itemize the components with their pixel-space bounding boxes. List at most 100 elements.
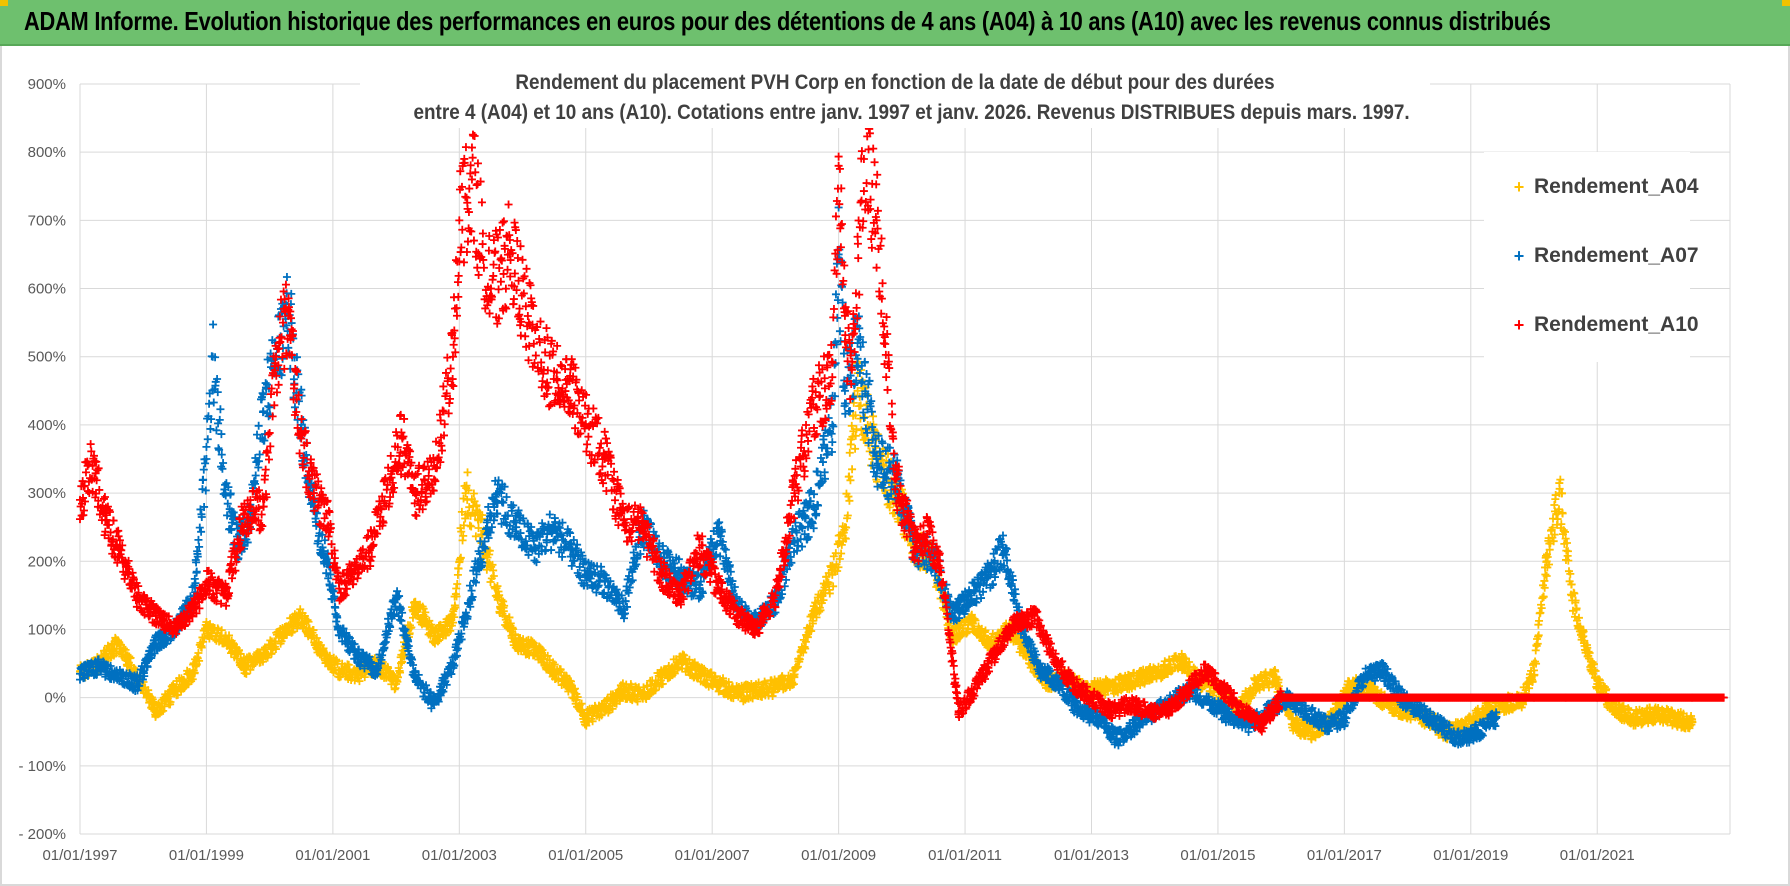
- data-point: [834, 563, 843, 572]
- banner-title: ADAM Informe. Evolution historique des p…: [24, 6, 1551, 36]
- data-point: [711, 672, 720, 681]
- data-point: [825, 589, 834, 598]
- data-point: [266, 636, 275, 645]
- data-point: [453, 579, 462, 588]
- data-point: [282, 273, 291, 282]
- data-point: [235, 646, 244, 655]
- data-point: [217, 626, 226, 635]
- data-point: [841, 534, 850, 543]
- data-point: [242, 669, 251, 678]
- data-point: [521, 642, 530, 651]
- y-tick-label: 0%: [44, 690, 66, 707]
- axis-labels: - 200%- 100%0%100%200%300%400%500%600%70…: [18, 76, 1634, 864]
- banner-corner-left: [0, 0, 8, 6]
- data-point: [421, 608, 430, 617]
- data-point: [290, 403, 299, 412]
- x-tick-label: 01/01/2003: [422, 847, 497, 864]
- data-point: [509, 625, 518, 634]
- data-point: [944, 619, 953, 628]
- data-point: [971, 616, 980, 625]
- data-point: [197, 527, 206, 536]
- data-point: [203, 435, 212, 444]
- data-point: [837, 549, 846, 558]
- data-point: [194, 535, 203, 544]
- data-point: [201, 459, 210, 468]
- data-point: [967, 610, 976, 619]
- data-point: [489, 572, 498, 581]
- y-tick-label: - 100%: [18, 758, 66, 775]
- data-point: [251, 471, 260, 480]
- x-tick-label: 01/01/2005: [548, 847, 623, 864]
- data-point: [254, 421, 263, 430]
- y-tick-label: 500%: [28, 349, 66, 366]
- data-point: [573, 693, 582, 702]
- data-point: [199, 637, 208, 646]
- data-point: [452, 584, 461, 593]
- data-point: [843, 511, 852, 520]
- data-point: [851, 444, 860, 453]
- data-point: [852, 425, 861, 434]
- data-point: [1563, 547, 1572, 556]
- data-point: [478, 511, 487, 520]
- data-point: [506, 619, 515, 628]
- data-point: [446, 626, 455, 635]
- data-point: [303, 616, 312, 625]
- data-point: [798, 542, 807, 551]
- data-point: [195, 523, 204, 532]
- data-point: [524, 646, 533, 655]
- data-point: [119, 644, 128, 653]
- y-tick-label: 600%: [28, 281, 66, 298]
- data-point: [769, 688, 778, 697]
- data-point: [543, 651, 552, 660]
- data-point: [845, 496, 854, 505]
- data-point: [835, 327, 844, 336]
- data-point: [463, 468, 472, 477]
- data-point: [126, 653, 135, 662]
- data-point: [848, 465, 857, 474]
- data-point: [805, 488, 814, 497]
- y-tick-label: 400%: [28, 417, 66, 434]
- data-point: [467, 586, 476, 595]
- data-point: [212, 426, 221, 435]
- data-point: [206, 424, 215, 433]
- data-point: [801, 644, 810, 653]
- data-point: [202, 442, 211, 451]
- x-tick-label: 01/01/2001: [295, 847, 370, 864]
- data-point: [819, 596, 828, 605]
- data-point: [817, 590, 826, 599]
- x-tick-label: 01/01/2017: [1307, 847, 1382, 864]
- data-point: [217, 430, 226, 439]
- data-point: [216, 405, 225, 414]
- data-point: [538, 646, 547, 655]
- data-point: [465, 503, 474, 512]
- data-point: [398, 657, 407, 666]
- y-tick-label: 100%: [28, 621, 66, 638]
- banner: ADAM Informe. Evolution historique des p…: [0, 0, 1790, 46]
- x-tick-label: 01/01/2015: [1180, 847, 1255, 864]
- data-point: [236, 649, 245, 658]
- data-point: [419, 604, 428, 613]
- data-point: [397, 659, 405, 668]
- data-point: [474, 523, 483, 532]
- data-point: [396, 604, 405, 613]
- data-point: [455, 555, 464, 564]
- data-point: [816, 606, 825, 615]
- data-point: [795, 655, 804, 664]
- data-point: [486, 578, 495, 587]
- data-point: [188, 675, 197, 684]
- y-tick-label: - 200%: [18, 826, 66, 843]
- data-point: [394, 673, 403, 682]
- data-point: [789, 680, 798, 689]
- x-tick-label: 01/01/2011: [928, 847, 1002, 864]
- data-point: [845, 472, 854, 481]
- x-tick-label: 01/01/2009: [801, 847, 876, 864]
- data-point: [851, 411, 860, 420]
- data-point: [857, 426, 866, 435]
- data-point: [197, 643, 206, 652]
- data-point: [846, 476, 855, 485]
- data-point: [505, 613, 514, 622]
- x-tick-label: 01/01/2013: [1054, 847, 1129, 864]
- data-point: [166, 698, 175, 707]
- data-point: [471, 532, 480, 541]
